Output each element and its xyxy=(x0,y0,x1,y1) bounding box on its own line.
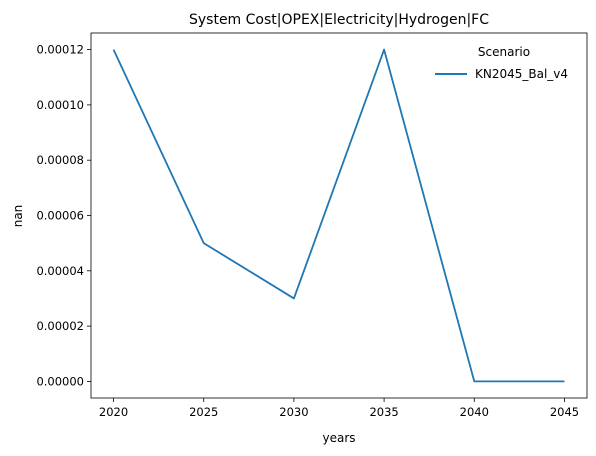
y-tick-label: 0.00000 xyxy=(36,374,84,388)
x-tick-label: 2030 xyxy=(279,405,308,419)
x-axis-label: years xyxy=(322,431,355,445)
x-tick-label: 2040 xyxy=(460,405,489,419)
x-tick-label: 2045 xyxy=(550,405,579,419)
series-line xyxy=(112,48,565,383)
x-tick-label: 2025 xyxy=(189,405,218,419)
legend-title: Scenario xyxy=(478,45,530,59)
x-tick-label: 2020 xyxy=(99,405,128,419)
y-tick-label: 0.00008 xyxy=(36,153,84,167)
legend: Scenario KN2045_Bal_v4 xyxy=(435,45,568,81)
plot-area: 2020 2025 2030 2035 2040 2045 0.00000 0.00002 0.… xyxy=(36,32,588,419)
y-tick-label: 0.00004 xyxy=(36,264,84,278)
chart-title: System Cost|OPEX|Electricity|Hydrogen|FC xyxy=(189,12,489,28)
y-tick-label: 0.00006 xyxy=(36,209,84,223)
y-tick-label: 0.00002 xyxy=(36,319,84,333)
y-tick-label: 0.00010 xyxy=(36,98,84,112)
legend-entry-label: KN2045_Bal_v4 xyxy=(475,67,568,81)
x-tick-label: 2035 xyxy=(369,405,398,419)
y-axis-label: nan xyxy=(11,205,25,228)
y-tick-label: 0.00012 xyxy=(36,43,84,57)
